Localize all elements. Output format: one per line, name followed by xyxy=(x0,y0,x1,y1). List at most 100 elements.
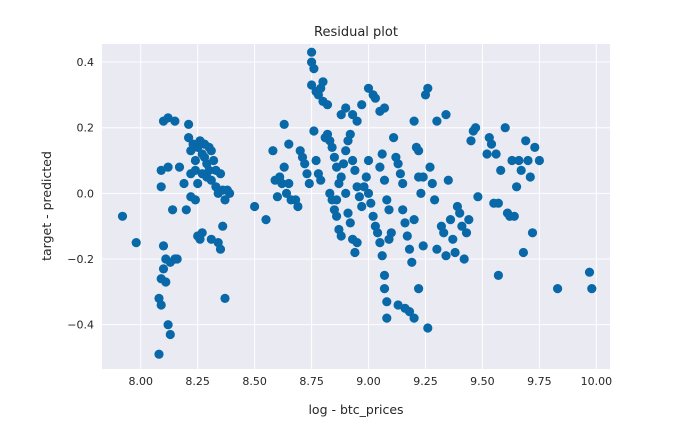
data-point xyxy=(511,182,522,192)
data-point xyxy=(523,155,533,166)
data-point xyxy=(279,162,289,172)
data-point xyxy=(165,329,175,340)
data-point xyxy=(398,178,408,189)
data-point xyxy=(402,231,412,241)
data-point xyxy=(377,251,387,261)
data-point xyxy=(357,100,367,110)
data-point xyxy=(343,208,353,218)
data-point xyxy=(379,175,390,185)
data-point xyxy=(316,175,326,185)
data-point xyxy=(193,178,203,189)
data-point xyxy=(518,247,529,258)
data-point xyxy=(368,211,378,221)
data-point xyxy=(163,162,173,172)
data-point xyxy=(300,159,310,169)
data-point xyxy=(404,307,415,317)
data-point xyxy=(174,162,185,172)
data-point xyxy=(131,238,141,248)
data-point xyxy=(395,169,405,179)
data-point xyxy=(307,80,317,90)
data-point xyxy=(389,133,399,143)
data-point xyxy=(414,284,424,294)
data-point xyxy=(393,159,403,169)
data-point xyxy=(534,155,545,166)
data-point xyxy=(464,215,474,225)
x-tick-label: 9.00 xyxy=(356,375,381,388)
x-tick-label: 8.25 xyxy=(185,375,210,388)
data-point xyxy=(352,182,362,192)
data-point xyxy=(473,192,483,202)
data-point xyxy=(370,93,380,103)
data-point xyxy=(450,247,460,258)
data-point xyxy=(163,320,173,330)
data-point xyxy=(398,205,408,215)
data-point xyxy=(350,165,360,175)
data-point xyxy=(117,211,128,221)
data-point xyxy=(272,192,282,202)
data-point xyxy=(179,178,189,189)
y-tick-label: −0.4 xyxy=(67,319,94,332)
data-point xyxy=(418,241,428,251)
data-point xyxy=(430,195,440,205)
data-point xyxy=(190,195,200,205)
data-point xyxy=(379,103,390,113)
data-point xyxy=(350,247,360,258)
data-point xyxy=(352,238,362,248)
data-point xyxy=(354,192,364,202)
plot-area xyxy=(102,44,610,369)
data-point xyxy=(158,241,169,251)
data-point xyxy=(441,110,451,120)
data-point xyxy=(432,116,442,126)
data-point xyxy=(336,231,346,241)
x-tick-label: 9.50 xyxy=(470,375,495,388)
data-point xyxy=(363,83,374,93)
data-point xyxy=(197,228,207,238)
data-point xyxy=(496,165,506,175)
data-point xyxy=(366,198,376,208)
data-point xyxy=(250,201,260,212)
y-axis-ticks: −0.4 −0.2 0.0 0.2 0.4 xyxy=(67,56,94,332)
data-point xyxy=(206,146,216,156)
data-point xyxy=(204,165,214,175)
data-point xyxy=(409,215,419,225)
data-point xyxy=(404,244,415,254)
data-point xyxy=(527,228,538,238)
y-tick-label: 0.2 xyxy=(77,122,95,135)
data-point xyxy=(329,152,339,162)
data-point xyxy=(427,178,437,189)
y-tick-label: −0.2 xyxy=(67,253,94,266)
data-point xyxy=(363,188,374,198)
data-point xyxy=(441,251,451,261)
data-point xyxy=(409,116,419,126)
data-point xyxy=(445,215,456,225)
data-point xyxy=(268,146,278,156)
data-point xyxy=(206,234,216,244)
x-tick-label: 8.00 xyxy=(128,375,153,388)
data-point xyxy=(500,123,510,133)
x-tick-label: 8.75 xyxy=(299,375,324,388)
data-point xyxy=(375,162,385,172)
data-points xyxy=(117,47,597,359)
data-point xyxy=(386,228,396,238)
data-point xyxy=(461,228,472,238)
data-point xyxy=(348,155,358,166)
data-point xyxy=(206,175,216,185)
data-point xyxy=(154,349,164,359)
data-point xyxy=(336,110,346,120)
data-point xyxy=(186,169,196,179)
data-point xyxy=(327,142,337,152)
data-point xyxy=(407,257,417,267)
data-point xyxy=(587,284,597,294)
data-point xyxy=(514,155,524,166)
data-point xyxy=(493,270,503,280)
data-point xyxy=(307,47,317,57)
data-point xyxy=(338,159,349,169)
data-point xyxy=(168,205,178,215)
data-point xyxy=(332,211,342,221)
data-point xyxy=(341,188,351,198)
data-point xyxy=(156,182,166,192)
data-point xyxy=(279,119,289,129)
data-point xyxy=(516,165,526,175)
data-point xyxy=(352,116,362,126)
data-point xyxy=(584,267,595,277)
